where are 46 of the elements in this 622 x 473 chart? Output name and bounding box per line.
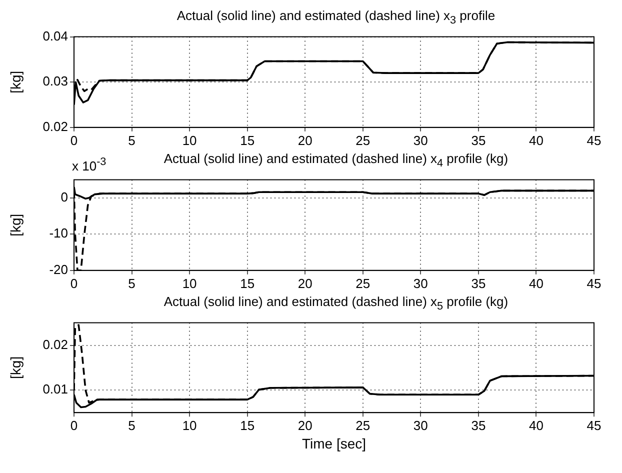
x-tick-label: 25 [356, 132, 370, 148]
y-axis-title: [kg] [7, 356, 24, 379]
x-tick-label: 40 [528, 276, 544, 291]
y-tick-label: 0.01 [42, 382, 68, 397]
x-tick-label: 5 [128, 132, 136, 148]
y-tick-label: -20 [49, 262, 68, 277]
x-axis-title: Time [sec] [302, 435, 366, 452]
y-tick-label: -10 [49, 226, 68, 241]
x-tick-label: 5 [128, 418, 136, 433]
y-tick-label: 0.03 [42, 74, 68, 89]
x-tick-label: 45 [586, 276, 602, 291]
chart-title: Actual (solid line) and estimated (dashed line) x$_{4}$ profile (kg) [164, 151, 508, 170]
x-tick-label: 35 [471, 418, 486, 433]
x-tick-label: 30 [413, 418, 428, 433]
x-tick-label: 10 [182, 418, 197, 433]
x-tick-label: 0 [70, 418, 78, 433]
x-tick-label: 10 [182, 276, 197, 291]
x-tick-label: 40 [528, 132, 544, 148]
chart-title: Actual (solid line) and estimated (dashed line) x$_{5}$ profile (kg) [162, 294, 510, 313]
chart-title: Actual (solid line) and estimated (dashed line) x$_{3}$ profile [176, 8, 496, 27]
y-tick-label: 0 [60, 190, 68, 204]
x-tick-label: 10 [182, 132, 197, 148]
x-tick-label: 20 [298, 132, 312, 148]
x-tick-label: 20 [298, 418, 312, 433]
x-tick-label: 15 [240, 276, 255, 291]
y-axis-title: [kg] [7, 214, 24, 236]
y-tick-label: 0.04 [42, 28, 68, 44]
x-tick-label: 35 [471, 132, 486, 148]
x-tick-label: 45 [586, 132, 602, 148]
y-tick-label: 0.02 [42, 118, 68, 134]
x-tick-label: 45 [586, 418, 602, 433]
x-tick-label: 15 [240, 418, 255, 433]
x-tick-label: 15 [240, 132, 255, 148]
x-tick-label: 20 [298, 276, 312, 291]
x-tick-label: 25 [356, 418, 370, 433]
x-tick-label: 0 [70, 132, 78, 148]
x-tick-label: 30 [413, 276, 428, 291]
y-tick-label: 0.02 [42, 336, 68, 352]
x-tick-label: 35 [471, 276, 486, 291]
x-tick-label: 30 [413, 132, 428, 148]
x-tick-label: 25 [356, 276, 370, 291]
y-axis-title: [kg] [7, 70, 24, 94]
text: x 10$^{-3}$ [72, 156, 106, 174]
x-tick-label: 5 [128, 276, 136, 291]
x-tick-label: 40 [528, 418, 544, 433]
x-tick-label: 0 [70, 276, 78, 291]
